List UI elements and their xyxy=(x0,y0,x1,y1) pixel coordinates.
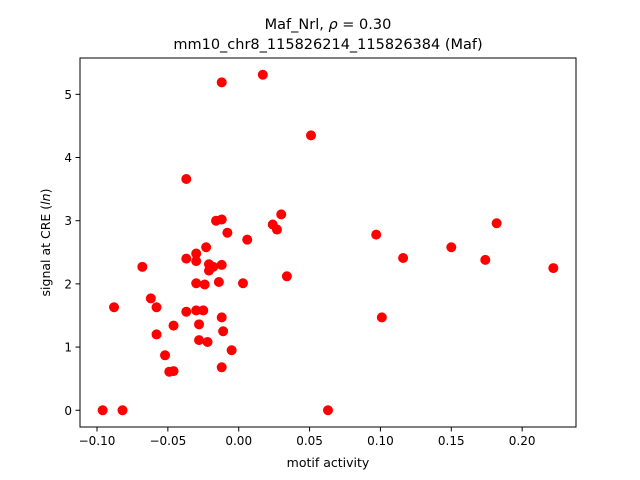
data-point xyxy=(191,256,202,267)
x-tick-label: 0.05 xyxy=(296,434,323,448)
data-point xyxy=(548,263,559,274)
data-point xyxy=(145,293,156,304)
data-point xyxy=(242,234,253,245)
data-point xyxy=(305,130,316,141)
x-tick-label: 0.15 xyxy=(438,434,465,448)
data-point xyxy=(216,77,227,88)
data-point xyxy=(376,312,387,323)
y-tick-label: 1 xyxy=(64,341,72,355)
data-point xyxy=(218,326,229,337)
data-point xyxy=(191,248,202,259)
x-axis-ticks: −0.10 −0.05 0.00 0.05 0.10 0.15 0.20 xyxy=(79,427,536,448)
data-point xyxy=(168,320,179,331)
data-point xyxy=(191,305,202,316)
data-point xyxy=(216,312,227,323)
data-point xyxy=(160,350,171,361)
chart-title-line1: Maf_Nrl, ρ = 0.30 xyxy=(265,17,392,33)
data-point xyxy=(202,337,213,348)
data-point xyxy=(480,254,491,265)
data-point xyxy=(117,405,128,416)
data-point xyxy=(194,335,205,346)
data-point xyxy=(151,329,162,340)
plot-frame xyxy=(79,57,577,428)
data-point xyxy=(168,366,179,377)
data-point xyxy=(181,173,192,184)
data-point xyxy=(191,278,202,289)
data-point xyxy=(257,69,268,80)
x-axis-label: motif activity xyxy=(287,455,370,470)
y-tick-label: 3 xyxy=(64,214,72,228)
data-point xyxy=(398,252,409,263)
x-tick-label: 0.10 xyxy=(367,434,394,448)
data-point xyxy=(194,319,205,330)
x-tick-label: 0.20 xyxy=(509,434,536,448)
y-tick-label: 0 xyxy=(64,404,72,418)
chart-title-line2: mm10_chr8_115826214_115826384 (Maf) xyxy=(173,37,482,53)
data-point xyxy=(109,302,120,313)
data-point xyxy=(208,261,219,272)
data-point xyxy=(446,242,457,253)
data-point xyxy=(216,362,227,373)
data-point xyxy=(213,276,224,287)
x-tick-label: 0.00 xyxy=(225,434,252,448)
data-points xyxy=(97,69,559,416)
y-axis-ticks: 0 1 2 3 4 5 xyxy=(64,88,80,418)
data-point xyxy=(323,405,333,416)
data-point xyxy=(181,253,192,264)
data-point xyxy=(137,261,148,272)
data-point xyxy=(491,218,502,229)
data-point xyxy=(237,278,248,289)
data-point xyxy=(151,302,162,313)
data-point xyxy=(216,214,227,225)
data-point xyxy=(276,209,287,220)
y-tick-label: 2 xyxy=(64,277,72,291)
data-point xyxy=(97,405,108,416)
data-point xyxy=(226,345,237,356)
y-axis-label: signal at CRE (ln) xyxy=(38,189,53,297)
x-tick-label: −0.05 xyxy=(149,434,186,448)
data-point xyxy=(198,305,209,316)
data-point xyxy=(201,242,212,253)
data-point xyxy=(222,227,233,238)
data-point xyxy=(271,224,282,235)
data-point xyxy=(181,306,192,317)
data-point xyxy=(199,279,210,290)
y-tick-label: 5 xyxy=(64,88,72,102)
data-point xyxy=(216,259,227,270)
x-tick-label: −0.10 xyxy=(79,434,116,448)
y-tick-label: 4 xyxy=(64,151,72,165)
data-point xyxy=(371,229,382,240)
data-point xyxy=(281,271,292,282)
